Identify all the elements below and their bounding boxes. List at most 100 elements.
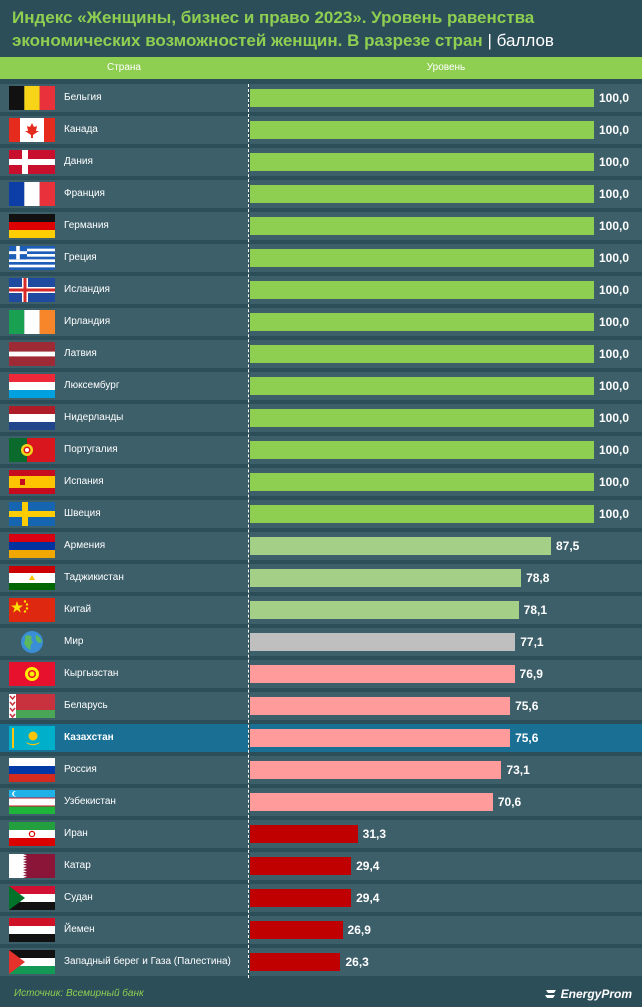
table-row: Нидерланды 100,0 — [0, 404, 642, 432]
table-row: Швеция 100,0 — [0, 500, 642, 528]
table-row: Люксембург 100,0 — [0, 372, 642, 400]
data-label: 100,0 — [599, 379, 630, 393]
country-label: Ирландия — [64, 316, 111, 327]
bar — [250, 281, 594, 299]
canada-flag-icon — [9, 118, 55, 142]
bar — [250, 889, 352, 907]
country-label: Швеция — [64, 508, 101, 519]
table-row: Дания 100,0 — [0, 148, 642, 176]
data-label: 100,0 — [599, 123, 630, 137]
armenia-flag-icon — [9, 534, 55, 558]
denmark-flag-icon — [9, 150, 55, 174]
title-unit: баллов — [496, 31, 554, 50]
country-label: Португалия — [64, 444, 118, 455]
table-row: Казахстан 75,6 — [0, 724, 642, 752]
country-label: Кыргызстан — [64, 668, 119, 679]
bar — [250, 505, 594, 523]
bar — [250, 537, 551, 555]
luxembourg-flag-icon — [9, 374, 55, 398]
data-label: 29,4 — [356, 859, 380, 873]
data-label: 100,0 — [599, 507, 630, 521]
table-row: Таджикистан 78,8 — [0, 564, 642, 592]
data-label: 100,0 — [599, 315, 630, 329]
table-row: Катар 29,4 — [0, 852, 642, 880]
kyrgyzstan-flag-icon — [9, 662, 55, 686]
table-row: Исландия 100,0 — [0, 276, 642, 304]
sudan-flag-icon — [9, 886, 55, 910]
table-row: Франция 100,0 — [0, 180, 642, 208]
bar — [250, 761, 502, 779]
table-row: Бельгия 100,0 — [0, 84, 642, 112]
country-label: Мир — [64, 636, 84, 647]
country-label: Дания — [64, 156, 93, 167]
bar — [250, 153, 594, 171]
bar — [250, 921, 343, 939]
bar — [250, 665, 515, 683]
germany-flag-icon — [9, 214, 55, 238]
bar — [250, 633, 516, 651]
title-separator: | — [487, 31, 492, 50]
bar — [250, 249, 594, 267]
table-row: Армения 87,5 — [0, 532, 642, 560]
table-row: Греция 100,0 — [0, 244, 642, 272]
kazakhstan-flag-icon — [9, 726, 55, 750]
bar — [250, 345, 594, 363]
china-flag-icon — [9, 598, 55, 622]
country-label: Беларусь — [64, 700, 108, 711]
table-row: Португалия 100,0 — [0, 436, 642, 464]
table-row: Ирландия 100,0 — [0, 308, 642, 336]
logo-text: EnergyProm — [560, 987, 632, 1001]
bar — [250, 697, 511, 715]
table-row: Йемен 26,9 — [0, 916, 642, 944]
data-label: 100,0 — [599, 251, 630, 265]
bar — [250, 185, 594, 203]
portugal-flag-icon — [9, 438, 55, 462]
data-label: 100,0 — [599, 91, 630, 105]
table-row: Кыргызстан 76,9 — [0, 660, 642, 688]
bar — [250, 953, 341, 971]
table-row: Судан 29,4 — [0, 884, 642, 912]
data-label: 76,9 — [519, 667, 543, 681]
table-row: Беларусь 75,6 — [0, 692, 642, 720]
bar — [250, 377, 594, 395]
country-label: Йемен — [64, 924, 95, 935]
country-label: Исландия — [64, 284, 110, 295]
table-row: Канада 100,0 — [0, 116, 642, 144]
globe-icon — [9, 630, 55, 654]
country-label: Люксембург — [64, 380, 120, 391]
spain-flag-icon — [9, 470, 55, 494]
bar — [250, 89, 594, 107]
qatar-flag-icon — [9, 854, 55, 878]
data-label: 87,5 — [556, 539, 580, 553]
bar — [250, 729, 511, 747]
bar — [250, 601, 519, 619]
country-label: Судан — [64, 892, 93, 903]
country-label: Франция — [64, 188, 105, 199]
data-label: 31,3 — [362, 827, 387, 841]
country-label: Греция — [64, 252, 97, 263]
country-label: Узбекистан — [64, 796, 116, 807]
france-flag-icon — [9, 182, 55, 206]
country-label: Германия — [64, 220, 109, 231]
data-label: 29,4 — [356, 891, 380, 905]
country-label: Армения — [64, 540, 106, 551]
table-row: Германия 100,0 — [0, 212, 642, 240]
data-label: 100,0 — [599, 187, 630, 201]
table-row: Западный берег и Газа (Палестина) 26,3 — [0, 948, 642, 976]
data-label: 100,0 — [599, 443, 630, 457]
greece-flag-icon — [9, 246, 55, 270]
country-label: Таджикистан — [64, 572, 124, 583]
iran-flag-icon — [9, 822, 55, 846]
data-label: 100,0 — [599, 475, 630, 489]
data-label: 78,1 — [523, 603, 548, 617]
country-label: Нидерланды — [64, 412, 124, 423]
bar — [250, 409, 594, 427]
ireland-flag-icon — [9, 310, 55, 334]
tajikistan-flag-icon — [9, 566, 55, 590]
table-header: Страна Уровень — [0, 57, 642, 79]
data-label: 100,0 — [599, 219, 630, 233]
table-row: Иран 31,3 — [0, 820, 642, 848]
data-label: 100,0 — [599, 155, 630, 169]
country-label: Иран — [64, 828, 88, 839]
bar — [250, 857, 352, 875]
